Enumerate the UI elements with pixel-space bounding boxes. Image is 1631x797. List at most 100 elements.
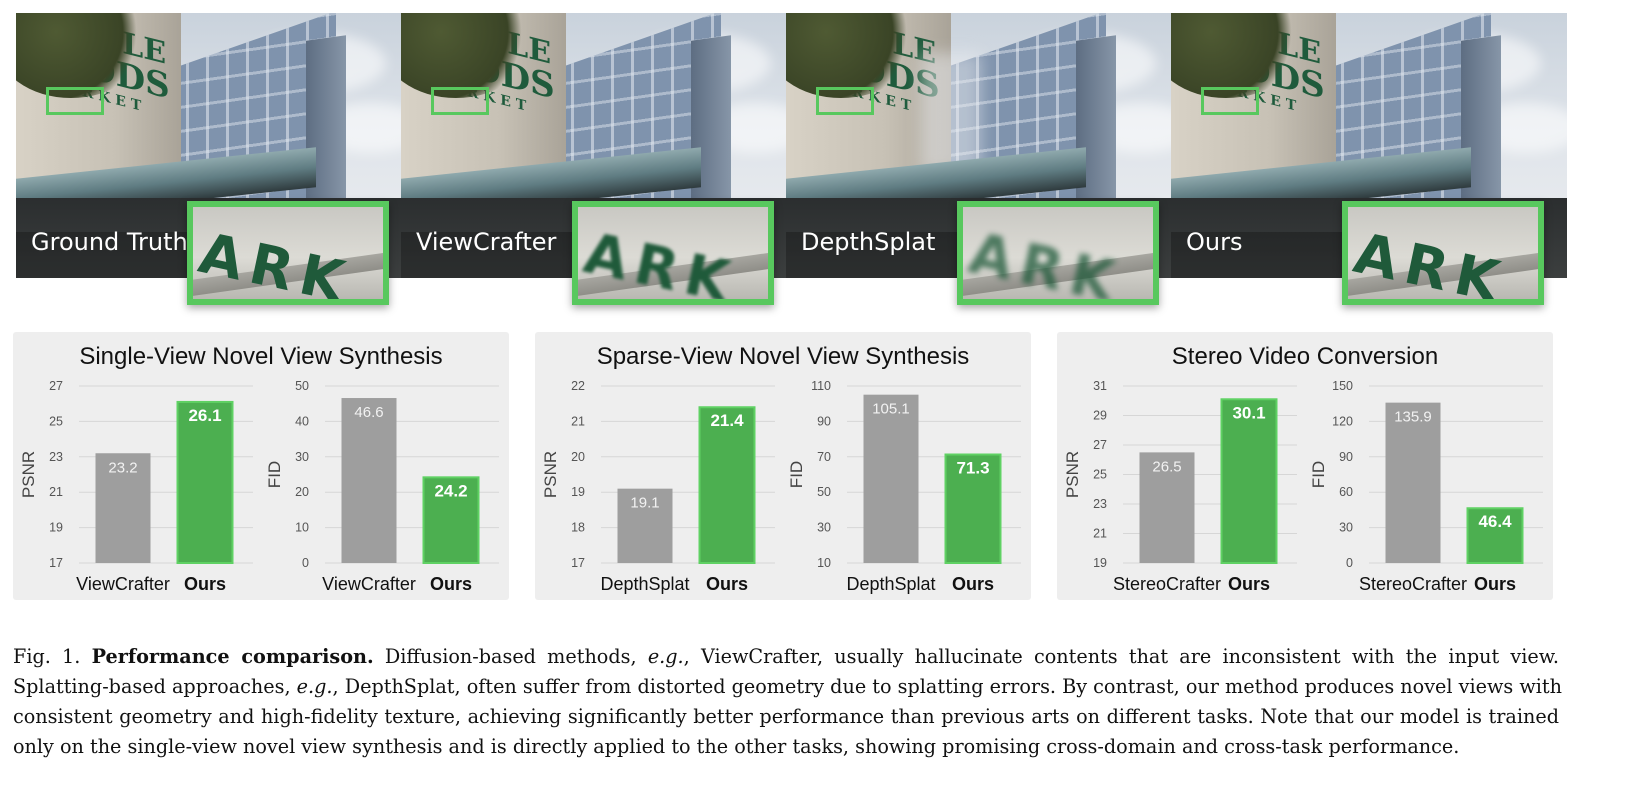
caption-text: Fig. 1. — [13, 645, 92, 668]
y-axis-label: FID — [787, 461, 806, 488]
bar-value-label: 21.4 — [710, 411, 744, 430]
zoom-inset: ARK — [572, 201, 774, 305]
y-axis-label: FID — [1309, 461, 1328, 488]
y-tick-label: 0 — [302, 556, 309, 570]
bar-ours — [422, 476, 480, 564]
photo-label: Ground Truth — [31, 228, 188, 256]
zoom-inset: ARK — [957, 201, 1159, 305]
caption-italic-text: e.g. — [296, 675, 333, 698]
x-category-label: ViewCrafter — [76, 574, 170, 594]
chart-svg: 171819202122PSNR19.1DepthSplat21.4Ours10… — [541, 379, 1021, 594]
bar-value-label: 46.6 — [354, 404, 383, 421]
y-tick-label: 29 — [1093, 409, 1107, 423]
subchart-fid: 0 10 20 30 40 50 FID 46.6 ViewCrafter 24.2 Ours — [265, 379, 499, 594]
x-category-label: DepthSplat — [846, 574, 935, 594]
crop-region-box — [46, 87, 104, 115]
bar-ours — [1466, 507, 1524, 564]
zoom-inset: ARK — [187, 201, 389, 305]
x-category-label: Ours — [952, 574, 994, 594]
y-tick-label: 17 — [49, 556, 63, 570]
caption-line: only on the single-view novel view synth… — [13, 732, 1559, 762]
y-tick-label: 30 — [817, 521, 831, 535]
bar-ours — [176, 400, 234, 565]
y-tick-label: 27 — [1093, 438, 1107, 452]
caption-line: consistent geometry and high-fidelity te… — [13, 702, 1559, 732]
y-tick-label: 19 — [1093, 556, 1107, 570]
x-category-label: ViewCrafter — [322, 574, 416, 594]
bar-ours — [698, 406, 756, 564]
x-category-label: Ours — [1474, 574, 1516, 594]
caption-text: , ViewCrafter, usually hallucinate conte… — [683, 645, 1559, 668]
caption-text: consistent geometry and high-fidelity te… — [13, 705, 1559, 728]
y-tick-label: 30 — [1339, 521, 1353, 535]
y-tick-label: 17 — [571, 556, 585, 570]
x-category-label: Ours — [1228, 574, 1270, 594]
subchart-fid: 10 30 50 70 90 110 FID 105.1 DepthSplat 71.3 Ours — [787, 379, 1021, 594]
bar-baseline — [863, 394, 919, 563]
caption-text: only on the single-view novel view synth… — [13, 735, 1460, 758]
y-tick-label: 90 — [817, 414, 831, 428]
bar-value-label: 46.4 — [1478, 512, 1512, 531]
bar-value-label: 19.1 — [630, 495, 659, 512]
subchart-fid: 0 30 60 90 120 150 FID 135.9 StereoCrafter 46.4 Ou… — [1309, 379, 1543, 594]
x-category-label: Ours — [184, 574, 226, 594]
y-tick-label: 10 — [295, 521, 309, 535]
bar-baseline — [1385, 402, 1441, 563]
y-tick-label: 40 — [295, 414, 309, 428]
y-tick-label: 23 — [49, 450, 63, 464]
y-tick-label: 0 — [1346, 556, 1353, 570]
y-tick-label: 10 — [817, 556, 831, 570]
chart-panel-3: Stereo Video Conversion 19 21 23 25 27 29 31 PSN… — [1057, 332, 1553, 600]
crop-region-box — [816, 87, 874, 115]
x-category-label: StereoCrafter — [1113, 574, 1221, 594]
y-tick-label: 25 — [1093, 468, 1107, 482]
y-axis-label: PSNR — [1063, 451, 1082, 498]
caption-text: Splatting-based approaches, — [13, 675, 297, 698]
y-tick-label: 19 — [49, 521, 63, 535]
y-tick-label: 18 — [571, 521, 585, 535]
y-tick-label: 50 — [295, 379, 309, 393]
bar-value-label: 26.5 — [1152, 458, 1181, 475]
chart-panel-title: Sparse-View Novel View Synthesis — [596, 343, 970, 370]
y-tick-label: 30 — [295, 450, 309, 464]
bar-baseline — [341, 398, 397, 563]
y-axis-label: FID — [265, 461, 284, 488]
chart-panel-title: Single-View Novel View Synthesis — [79, 343, 443, 370]
y-axis-label: PSNR — [19, 451, 38, 498]
figure-caption: Fig. 1. Performance comparison. Diffusio… — [13, 642, 1562, 762]
chart-panel-title: Stereo Video Conversion — [1171, 343, 1439, 370]
crop-region-box — [431, 87, 489, 115]
x-category-label: Ours — [430, 574, 472, 594]
y-tick-label: 120 — [1332, 414, 1353, 428]
y-tick-label: 21 — [1093, 527, 1107, 541]
y-tick-label: 21 — [49, 485, 63, 499]
subchart-psnr: 17 19 21 23 25 27 PSNR 23.2 ViewCrafter 26.1 Ours — [19, 379, 253, 594]
photo-label: DepthSplat — [801, 228, 936, 256]
caption-line: Splatting-based approaches, e.g., DepthS… — [13, 672, 1562, 702]
y-tick-label: 22 — [571, 379, 585, 393]
y-tick-label: 50 — [817, 485, 831, 499]
bar-value-label: 105.1 — [872, 401, 910, 418]
x-category-label: DepthSplat — [600, 574, 689, 594]
x-category-label: StereoCrafter — [1359, 574, 1467, 594]
y-tick-label: 21 — [571, 414, 585, 428]
chart-panel-1: Single-View Novel View Synthesis 17 19 21 23… — [13, 332, 509, 600]
y-tick-label: 20 — [571, 450, 585, 464]
bar-baseline — [1139, 452, 1195, 563]
bar-baseline — [617, 488, 673, 563]
y-tick-label: 25 — [49, 414, 63, 428]
caption-text: Diffusion-based methods, — [373, 645, 648, 668]
subchart-psnr: 19 21 23 25 27 29 31 PSNR 26.5 StereoCrafter 30.1 O… — [1063, 379, 1297, 594]
bar-value-label: 71.3 — [956, 458, 989, 477]
y-tick-label: 20 — [295, 485, 309, 499]
bar-value-label: 24.2 — [434, 481, 467, 500]
y-tick-label: 90 — [1339, 450, 1353, 464]
chart-panel-2: Sparse-View Novel View Synthesis 17 18 19 20… — [535, 332, 1031, 600]
y-tick-label: 19 — [571, 485, 585, 499]
y-tick-label: 70 — [817, 450, 831, 464]
x-category-label: Ours — [706, 574, 748, 594]
y-tick-label: 110 — [811, 379, 831, 393]
caption-text: , DepthSplat, often suffer from distorte… — [332, 675, 1562, 698]
bar-baseline — [95, 453, 151, 563]
